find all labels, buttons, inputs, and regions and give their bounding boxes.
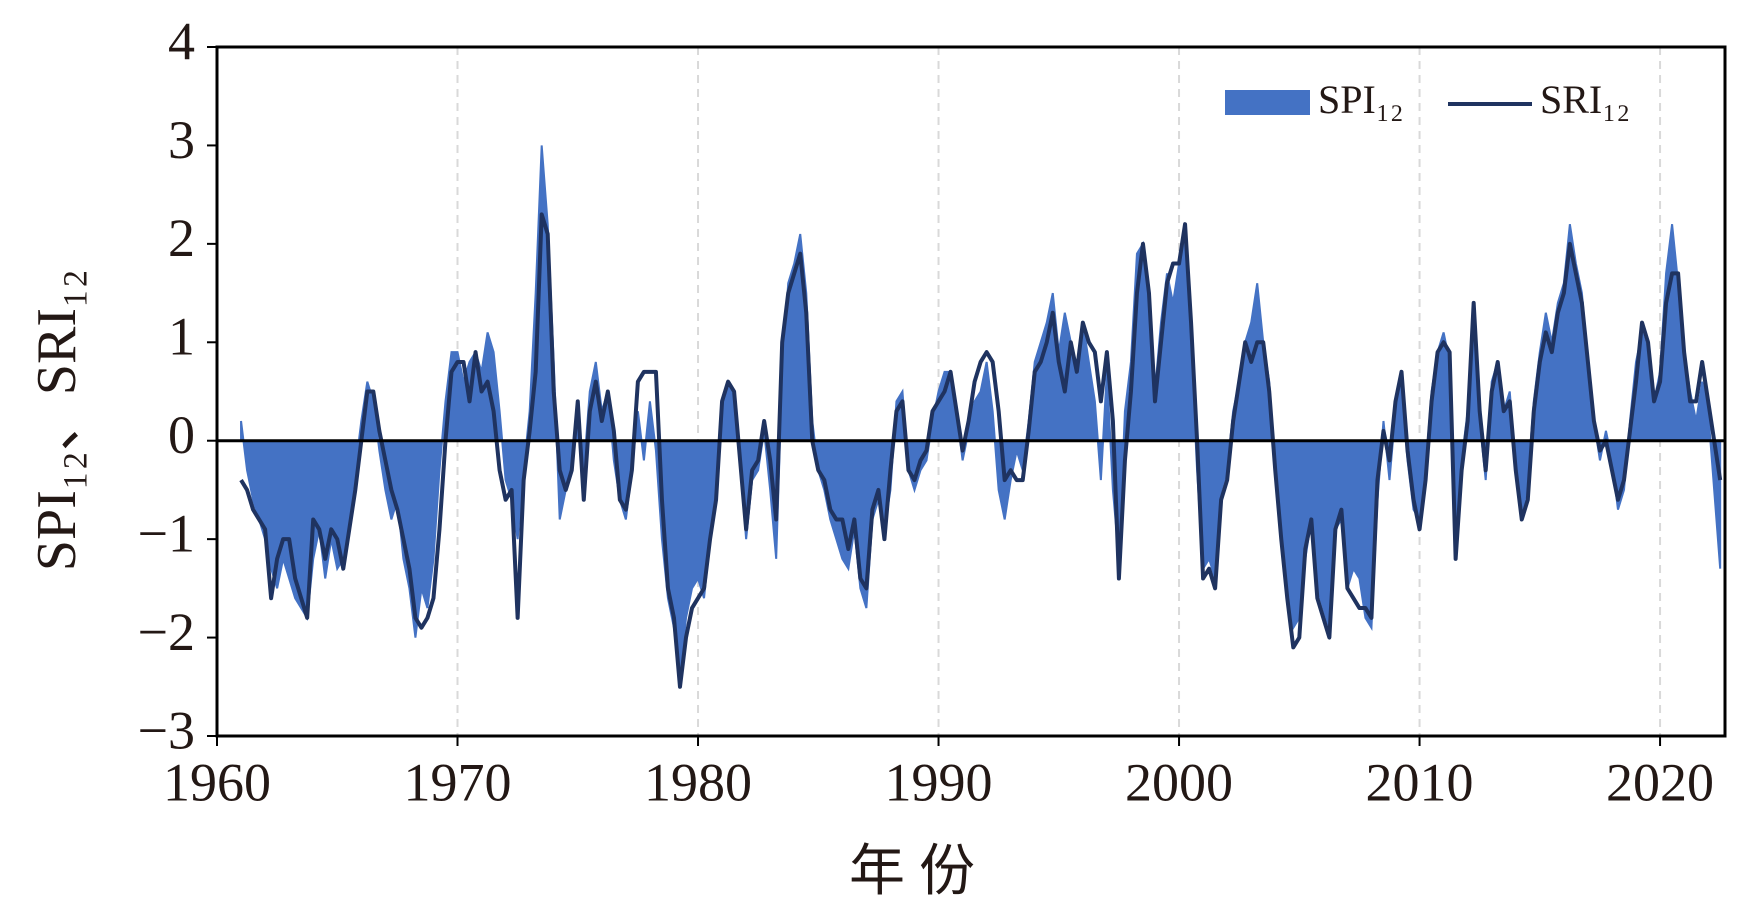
x-tick-label: 1960: [163, 752, 271, 812]
y-tick-label: 4: [168, 11, 195, 71]
y-tick-label: −1: [138, 504, 195, 564]
x-axis-label: 年 份: [849, 841, 975, 903]
legend-label: SPI₁₂: [1318, 77, 1404, 122]
x-tick-label: 1980: [644, 752, 752, 812]
y-tick-label: 2: [168, 208, 195, 268]
y-tick-label: 0: [168, 405, 195, 465]
legend-label: SRI₁₂: [1540, 77, 1630, 122]
x-tick-label: 2020: [1606, 752, 1714, 812]
plot-frame: [215, 45, 1727, 738]
y-tick-label: −2: [138, 602, 195, 662]
y-axis-label: SPI₁₂、SRI₁₂: [26, 269, 88, 571]
y-tick-label: 3: [168, 110, 195, 170]
x-tick-label: 1990: [885, 752, 993, 812]
x-tick-label: 2000: [1125, 752, 1233, 812]
legend-swatch: [1225, 90, 1310, 115]
x-tick-label: 2010: [1366, 752, 1474, 812]
x-tick-label: 1970: [404, 752, 512, 812]
spi-area: [240, 145, 1722, 678]
sri-line: [239, 212, 1723, 689]
y-tick-label: 1: [168, 307, 195, 367]
y-tick-label: −3: [138, 700, 195, 760]
